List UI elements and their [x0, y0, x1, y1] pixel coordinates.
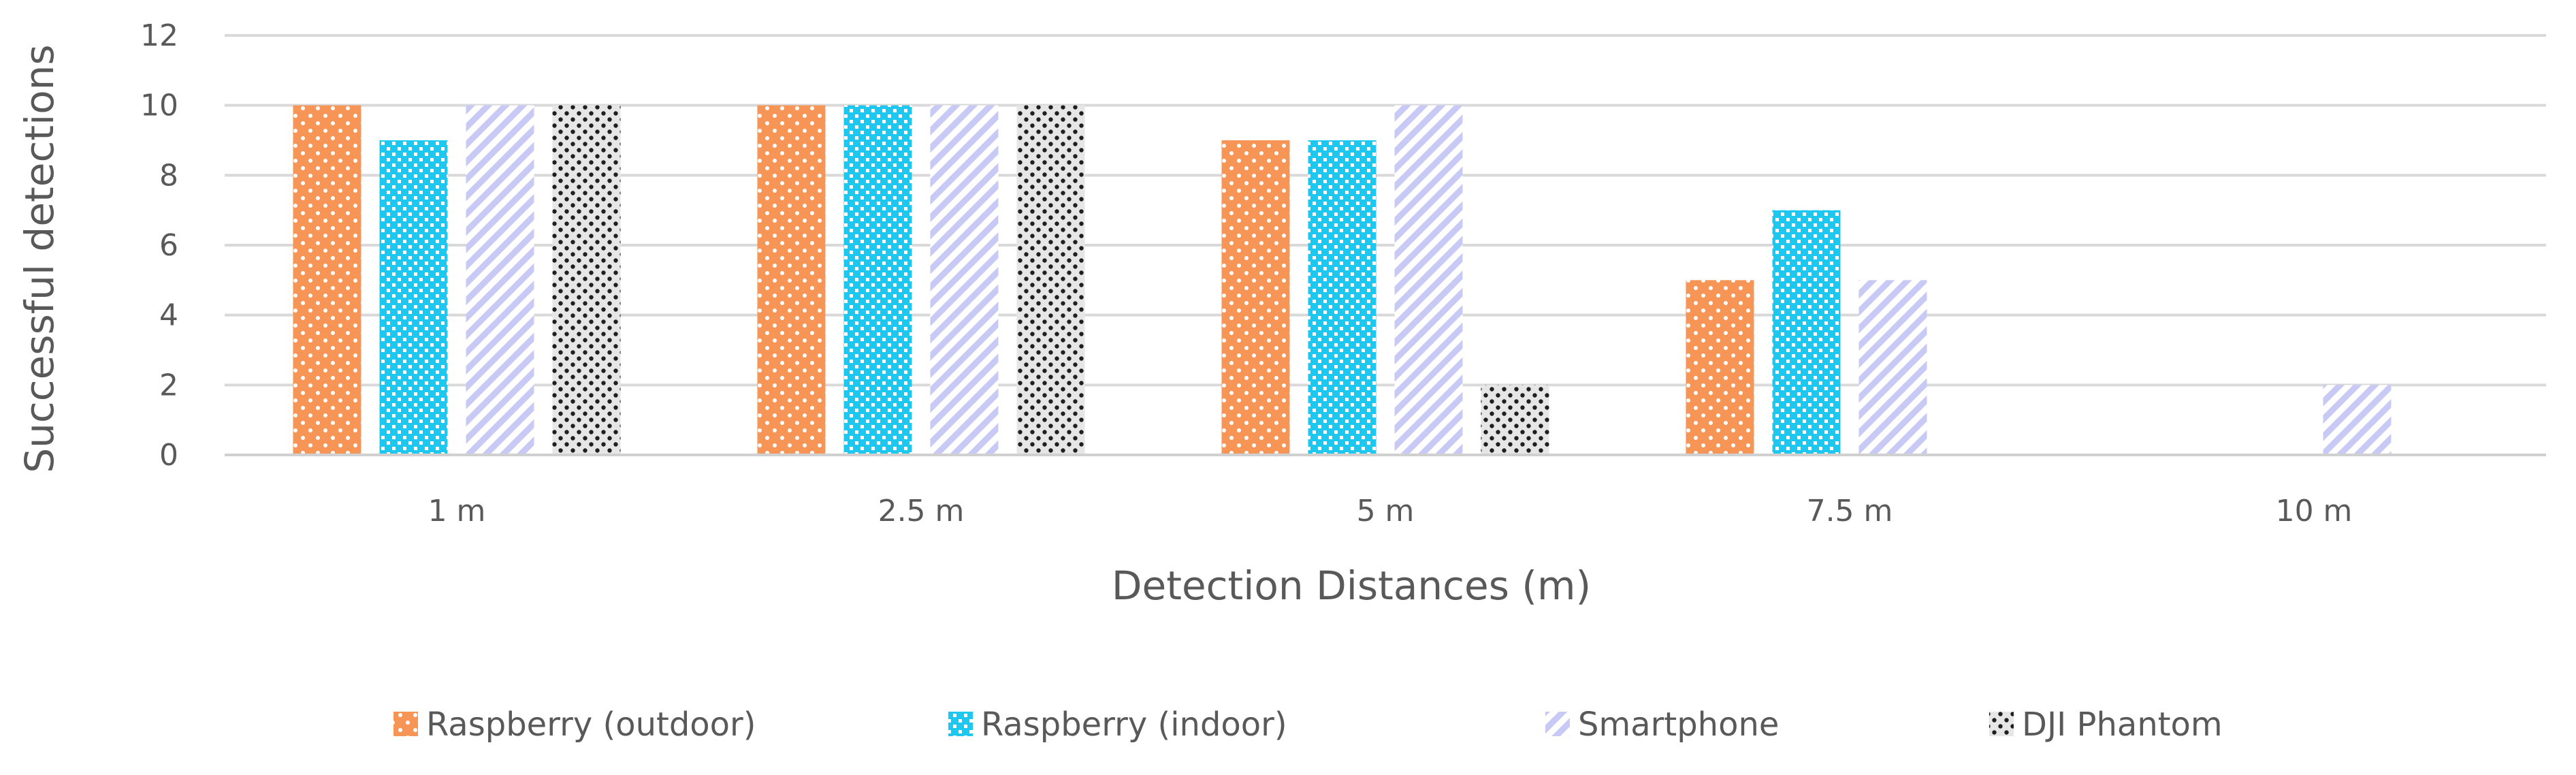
bar-raspberry-outdoor-7.5m [1686, 280, 1754, 455]
bar-smartphone-5m [1394, 105, 1463, 455]
legend-swatch [393, 712, 418, 736]
bar-smartphone-1m [466, 105, 534, 455]
legend-swatch [1989, 712, 2014, 736]
y-tick-label: 4 [159, 298, 178, 333]
bar-dji-phantom-1m [552, 105, 621, 455]
legend-item: DJI Phantom [1989, 706, 2223, 744]
y-axis-title: Successful detections [16, 44, 63, 473]
legend-label: Raspberry (outdoor) [426, 706, 756, 744]
x-tick-label: 7.5 m [1807, 494, 1893, 528]
legend-item: Raspberry (indoor) [948, 706, 1287, 744]
bar-raspberry-indoor-1m [379, 140, 448, 455]
bar-raspberry-outdoor-1m [293, 105, 361, 455]
legend: Raspberry (outdoor) Raspberry (indoor) Sma… [393, 706, 2223, 744]
y-axis-ticks: 0 2 4 6 8 10 12 [140, 18, 178, 473]
y-tick-label: 6 [159, 228, 178, 263]
x-tick-label: 5 m [1357, 494, 1415, 528]
bar-smartphone-7.5m [1858, 280, 1927, 455]
x-axis-title: Detection Distances (m) [1112, 563, 1591, 609]
y-tick-label: 10 [140, 89, 178, 123]
y-tick-label: 12 [140, 18, 178, 53]
legend-swatch [948, 712, 973, 736]
y-tick-label: 2 [159, 368, 178, 402]
x-tick-label: 2.5 m [878, 494, 965, 528]
y-tick-label: 0 [159, 438, 178, 473]
bar-raspberry-outdoor-5m [1221, 140, 1290, 455]
legend-swatch [1545, 712, 1570, 736]
legend-label: DJI Phantom [2022, 706, 2223, 744]
bar-dji-phantom-2.5m [1016, 105, 1085, 455]
x-tick-label: 10 m [2276, 494, 2353, 528]
bar-raspberry-outdoor-2.5m [757, 105, 826, 455]
y-tick-label: 8 [159, 158, 178, 193]
x-tick-label: 1 m [428, 494, 486, 528]
legend-label: Raspberry (indoor) [981, 706, 1287, 744]
bar-dji-phantom-5m [1481, 385, 1549, 455]
legend-label: Smartphone [1578, 706, 1779, 744]
legend-item: Smartphone [1545, 706, 1779, 744]
bar-raspberry-indoor-2.5m [843, 105, 912, 455]
legend-item: Raspberry (outdoor) [393, 706, 756, 744]
bar-raspberry-indoor-7.5m [1772, 210, 1841, 455]
x-axis-ticks: 1 m 2.5 m 5 m 7.5 m 10 m [428, 494, 2353, 528]
bars [293, 105, 2392, 455]
bar-smartphone-2.5m [930, 105, 999, 455]
bar-smartphone-10m [2323, 385, 2392, 455]
bar-raspberry-indoor-5m [1308, 140, 1376, 455]
